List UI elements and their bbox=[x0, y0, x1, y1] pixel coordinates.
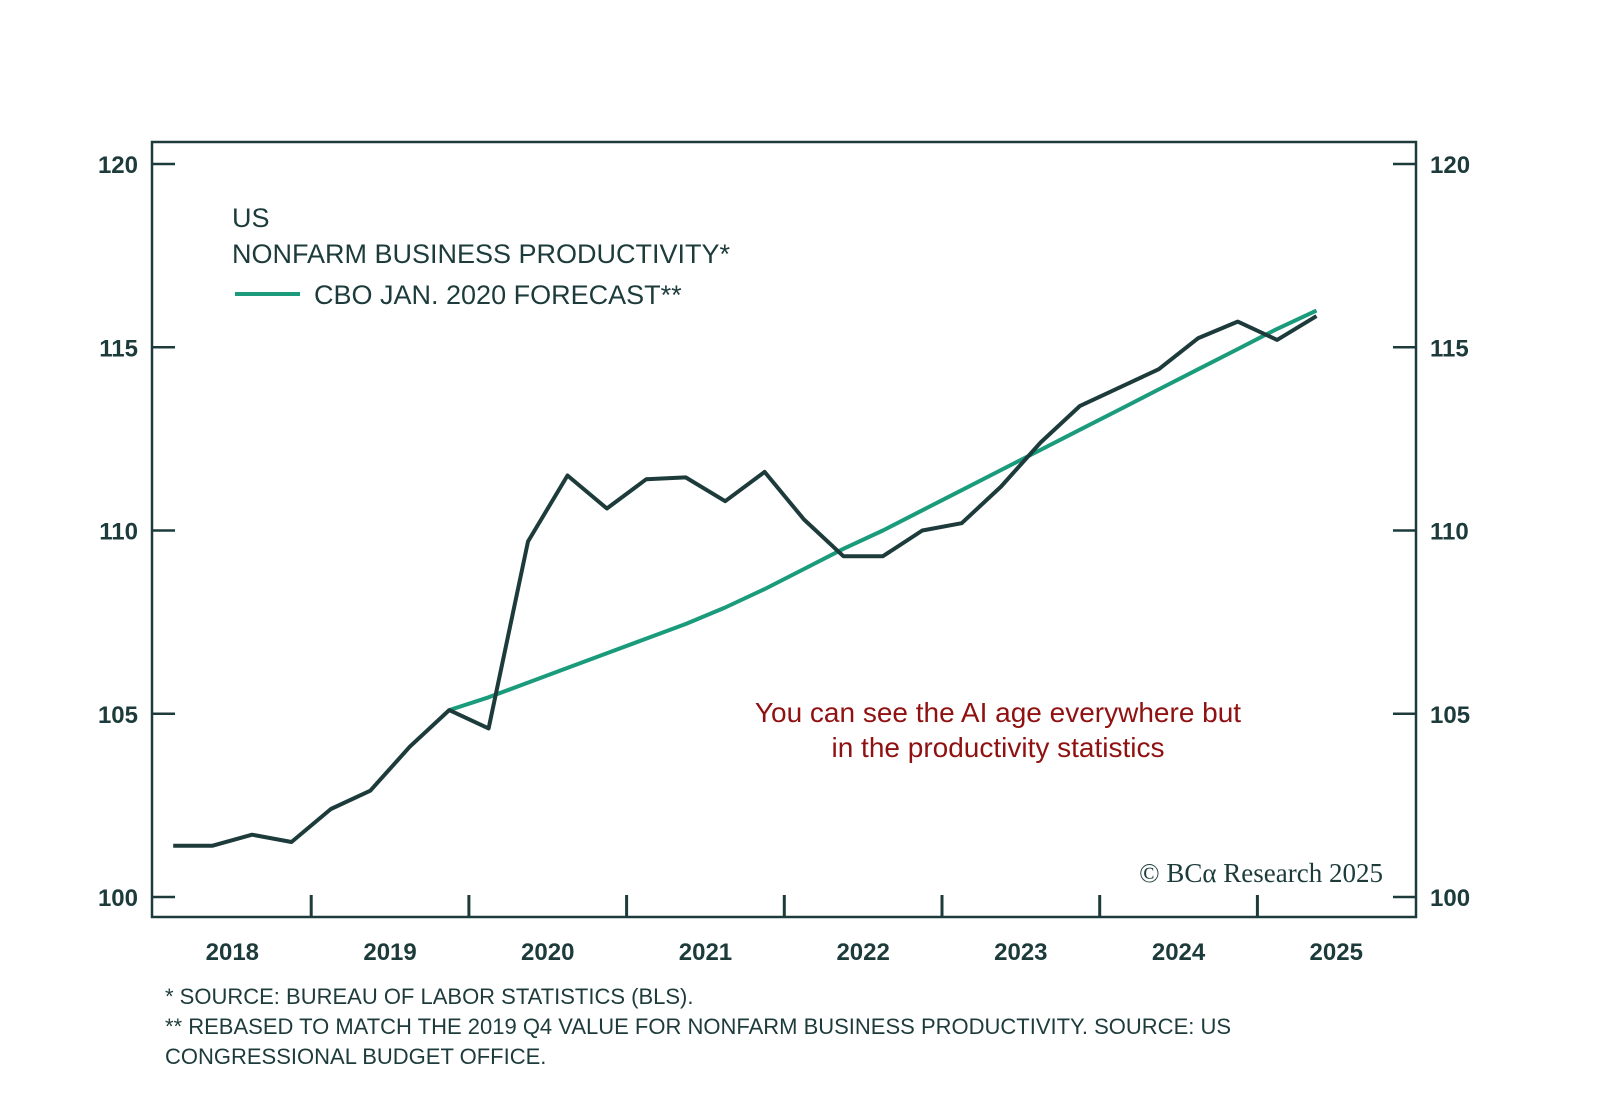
y-tick-label-right: 100 bbox=[1430, 885, 1470, 912]
x-tick-label: 2020 bbox=[521, 939, 574, 966]
legend-title-productivity: NONFARM BUSINESS PRODUCTIVITY* bbox=[232, 239, 731, 269]
y-tick-label-left: 115 bbox=[99, 335, 138, 362]
y-tick-label-left: 105 bbox=[98, 702, 138, 729]
x-tick-label: 2018 bbox=[206, 939, 259, 966]
annotation-line-2: in the productivity statistics bbox=[831, 732, 1164, 763]
copyright-logo: © BCα Research 2025 bbox=[1139, 858, 1383, 888]
x-tick-label: 2022 bbox=[836, 939, 889, 966]
x-tick-label: 2021 bbox=[679, 939, 732, 966]
series-line-cbo-forecast bbox=[448, 308, 1318, 713]
x-tick-label: 2019 bbox=[363, 939, 416, 966]
series-line-productivity bbox=[173, 314, 1318, 848]
y-tick-label-left: 110 bbox=[99, 519, 138, 546]
y-tick-label-right: 120 bbox=[1430, 152, 1470, 179]
x-tick-label: 2025 bbox=[1310, 939, 1363, 966]
y-tick-label-right: 105 bbox=[1430, 702, 1470, 729]
y-tick-label-left: 120 bbox=[98, 152, 138, 179]
x-tick-label: 2023 bbox=[994, 939, 1047, 966]
y-tick-label-right: 115 bbox=[1430, 335, 1469, 362]
x-tick-label: 2024 bbox=[1152, 939, 1206, 966]
annotation-line-1: You can see the AI age everywhere but bbox=[755, 697, 1241, 728]
footnote-1: * SOURCE: BUREAU OF LABOR STATISTICS (BL… bbox=[165, 984, 694, 1009]
footnote-2: ** REBASED TO MATCH THE 2019 Q4 VALUE FO… bbox=[165, 1014, 1232, 1039]
y-tick-label-right: 110 bbox=[1430, 519, 1469, 546]
legend-forecast-label: CBO JAN. 2020 FORECAST** bbox=[314, 280, 682, 310]
footnote-3: CONGRESSIONAL BUDGET OFFICE. bbox=[165, 1044, 547, 1069]
legend-title-us: US bbox=[232, 203, 270, 233]
y-tick-label-left: 100 bbox=[98, 885, 138, 912]
